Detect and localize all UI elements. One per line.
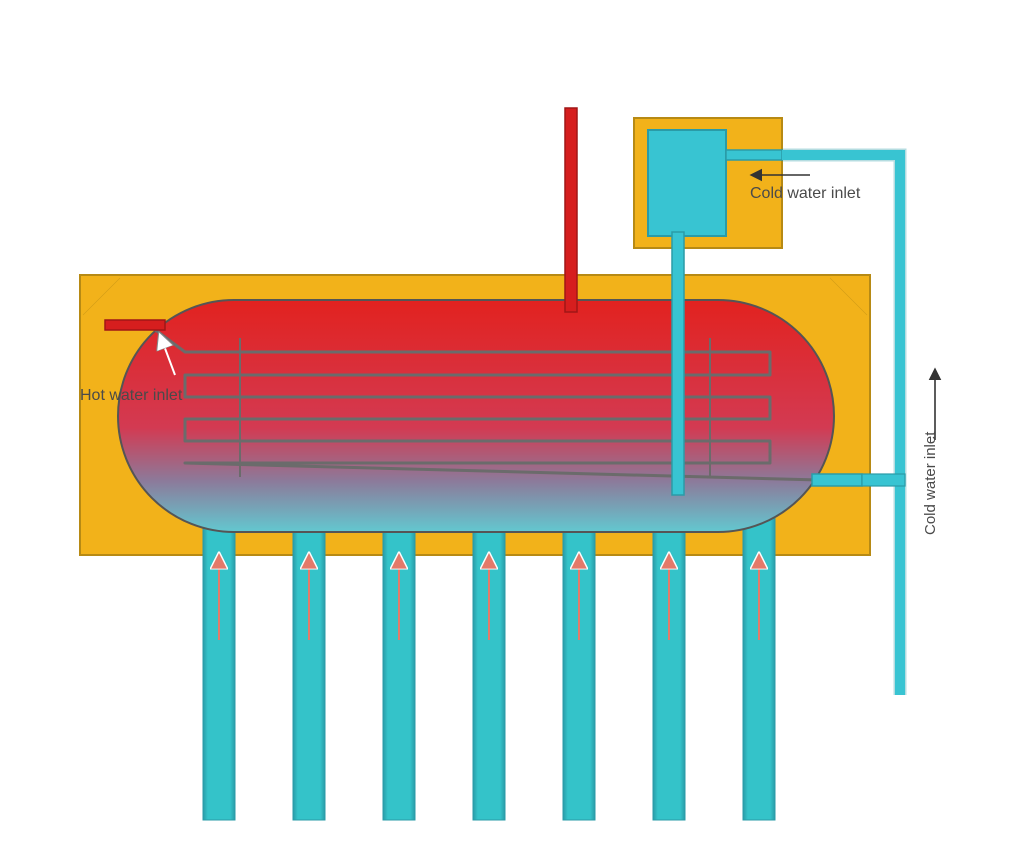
hot-water-inlet-pipe	[105, 320, 165, 330]
feeder-inlet-stub	[726, 150, 782, 160]
cold-water-inlet-top-label: Cold water inlet	[750, 185, 861, 202]
feeder-tank	[648, 130, 726, 236]
storage-tank	[118, 300, 834, 532]
cold-water-tank-inlet	[812, 474, 862, 486]
cold-supply-branch	[862, 474, 905, 486]
solar-water-heater-diagram: Hot water inlet Cold water inlet Cold wate…	[0, 0, 1024, 844]
cold-feed-pipe	[672, 232, 684, 495]
cold-water-inlet-side-label: Cold water inlet	[922, 431, 939, 535]
tank-layer	[118, 300, 834, 532]
hot-vent-pipe	[565, 108, 577, 312]
hot-water-inlet-label: Hot water inlet	[80, 387, 183, 404]
